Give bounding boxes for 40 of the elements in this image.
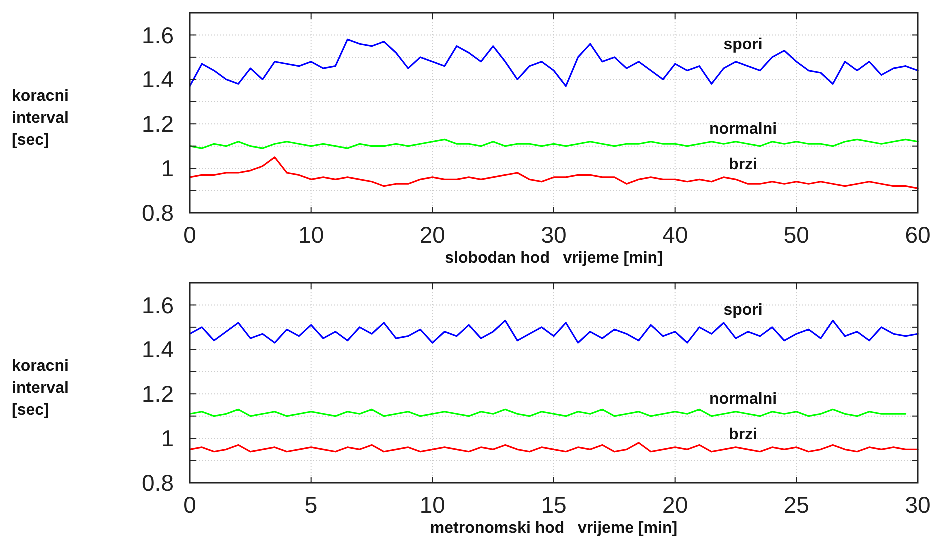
- x-tick-label: 30: [905, 492, 931, 518]
- series-label: brzi: [729, 156, 758, 174]
- line-series: [189, 408, 907, 418]
- y-tick-label: 1: [161, 156, 174, 182]
- series-label: spori: [724, 36, 763, 54]
- x-tick-label: 40: [662, 222, 688, 248]
- line-series: [189, 38, 919, 88]
- line-series: [189, 138, 919, 150]
- y-tick-label: 1.2: [142, 111, 174, 138]
- y-tick-label: 0.8: [142, 470, 174, 496]
- line-series: [189, 156, 919, 190]
- y-tick-label: 1.2: [142, 381, 174, 408]
- y-axis-title: koracni interval [sec]: [12, 358, 69, 419]
- x-tick-label: 50: [784, 222, 810, 248]
- x-tick-label: 30: [541, 222, 567, 248]
- x-tick-label: 20: [662, 492, 688, 518]
- y-tick-label: 0.8: [142, 200, 174, 226]
- x-tick-label: 20: [420, 222, 446, 248]
- y-tick-label: 1.6: [142, 292, 174, 318]
- series-label: brzi: [729, 426, 758, 444]
- x-tick-label: 15: [541, 492, 567, 518]
- x-tick-label: 10: [420, 492, 446, 518]
- x-axis-title: metronomski hod vrijeme [min]: [430, 520, 678, 537]
- series-label: spori: [724, 302, 763, 319]
- y-tick-label: 1: [161, 426, 174, 452]
- line-series: [189, 442, 919, 453]
- x-tick-label: 25: [784, 492, 810, 518]
- line-series: [189, 320, 919, 344]
- y-axis-title: koracni interval [sec]: [12, 88, 69, 149]
- x-tick-label: 10: [298, 222, 324, 248]
- y-tick-label: 1.4: [142, 336, 174, 363]
- x-tick-label: 5: [304, 492, 318, 518]
- y-tick-label: 1.6: [142, 22, 174, 48]
- series-label: normalni: [710, 390, 778, 408]
- x-tick-label: 0: [184, 492, 196, 518]
- y-tick-label: 1.4: [142, 66, 174, 93]
- series-label: normalni: [710, 120, 778, 138]
- x-tick-label: 0: [184, 222, 196, 248]
- x-tick-label: 60: [905, 222, 931, 248]
- x-axis-title: slobodan hod vrijeme [min]: [445, 250, 663, 267]
